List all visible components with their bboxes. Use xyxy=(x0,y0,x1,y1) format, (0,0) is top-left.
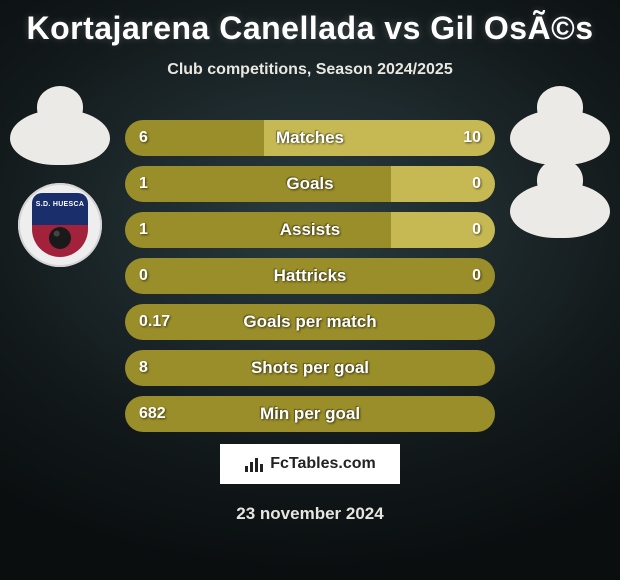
crest-ball-icon xyxy=(49,227,71,249)
stat-bar-left xyxy=(125,212,391,248)
stat-bar-left xyxy=(125,166,391,202)
player-right-column xyxy=(510,110,610,267)
footer-brand-badge: FcTables.com xyxy=(220,444,400,484)
player-left-column: S.D. HUESCA xyxy=(10,110,110,267)
stat-row: Hattricks00 xyxy=(125,258,495,294)
stat-row: Matches610 xyxy=(125,120,495,156)
page-title: Kortajarena Canellada vs Gil OsÃ©s xyxy=(0,0,620,47)
stat-row: Assists10 xyxy=(125,212,495,248)
crest-text: S.D. HUESCA xyxy=(36,201,84,208)
stat-bar-right xyxy=(391,212,495,248)
stat-bar-left xyxy=(125,396,495,432)
player-silhouette-right-2 xyxy=(510,183,610,238)
bar-chart-icon xyxy=(244,456,264,472)
crest-shield: S.D. HUESCA xyxy=(32,193,88,257)
stat-bar-left xyxy=(125,350,495,386)
stat-bar-left xyxy=(125,120,264,156)
footer-date: 23 november 2024 xyxy=(0,504,620,524)
player-silhouette-left xyxy=(10,110,110,165)
club-crest-left: S.D. HUESCA xyxy=(18,183,102,267)
stat-bar-left xyxy=(125,304,495,340)
stat-bar-right xyxy=(264,120,495,156)
stat-row: Goals per match0.17 xyxy=(125,304,495,340)
footer-brand-text: FcTables.com xyxy=(270,455,376,473)
stat-row: Goals10 xyxy=(125,166,495,202)
stat-bar-right xyxy=(391,166,495,202)
stats-bar-chart: Matches610 Goals10 Assists10 Hattricks00 Goa… xyxy=(125,120,495,432)
content-root: Kortajarena Canellada vs Gil OsÃ©s Club … xyxy=(0,0,620,580)
stat-row: Shots per goal8 xyxy=(125,350,495,386)
page-subtitle: Club competitions, Season 2024/2025 xyxy=(0,61,620,79)
stat-bar-left xyxy=(125,258,495,294)
player-silhouette-right-1 xyxy=(510,110,610,165)
stat-row: Min per goal682 xyxy=(125,396,495,432)
